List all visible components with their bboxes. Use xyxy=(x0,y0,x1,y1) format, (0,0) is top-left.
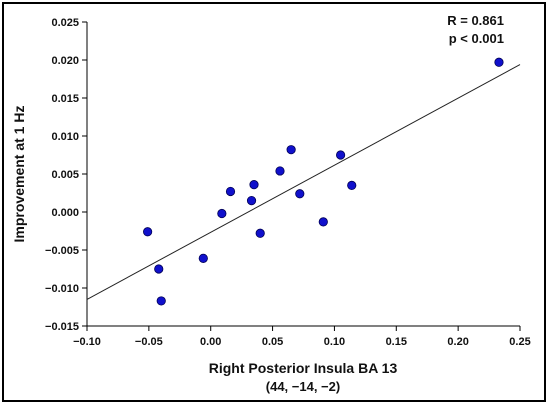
p-value-label: p < 0.001 xyxy=(449,31,504,46)
y-tick-label: 0.015 xyxy=(51,93,79,105)
data-point xyxy=(225,186,236,197)
data-point xyxy=(295,189,305,199)
x-tick-label: 0.15 xyxy=(386,336,407,348)
y-tick-label: 0.010 xyxy=(51,131,79,143)
x-ticks: −0.10 −0.05 0.00 0.05 0.10 0.15 0.20 0.25 xyxy=(73,326,531,348)
y-axis-title: Improvement at 1 Hz xyxy=(11,106,27,243)
data-point xyxy=(154,264,164,274)
x-tick-label: −0.10 xyxy=(73,336,101,348)
x-axis-title: Right Posterior Insula BA 13 xyxy=(209,360,398,376)
x-tick-label: 0.10 xyxy=(324,336,345,348)
data-point xyxy=(246,196,257,206)
axes xyxy=(86,22,520,327)
regression-line xyxy=(86,64,521,300)
data-point xyxy=(255,228,265,238)
x-tick-label: −0.05 xyxy=(135,336,163,348)
data-point xyxy=(318,217,328,227)
data-point xyxy=(347,180,357,190)
y-ticks: −0.015 −0.010 −0.005 0.000 0.005 0.010 0.015 0.… xyxy=(45,17,87,333)
data-point xyxy=(156,296,166,306)
data-point xyxy=(198,253,208,263)
y-tick-label: 0.005 xyxy=(51,169,79,181)
data-point xyxy=(286,145,296,155)
data-point xyxy=(143,227,153,237)
y-tick-label: −0.015 xyxy=(45,321,79,333)
fit-line xyxy=(86,64,521,300)
x-axis-subtitle: (44, −14, −2) xyxy=(266,379,340,394)
correlation-r-label: R = 0.861 xyxy=(447,13,504,28)
y-tick-label: 0.000 xyxy=(51,207,79,219)
x-tick-label: 0.20 xyxy=(447,336,468,348)
data-point xyxy=(249,180,259,190)
y-tick-label: 0.020 xyxy=(51,55,79,67)
y-tick-label: 0.025 xyxy=(51,17,79,29)
data-point xyxy=(494,57,504,67)
x-tick-label: 0.05 xyxy=(262,336,283,348)
data-points xyxy=(143,57,504,306)
y-tick-label: −0.010 xyxy=(45,283,79,295)
data-point xyxy=(217,208,227,219)
x-tick-label: 0.00 xyxy=(200,336,221,348)
data-point xyxy=(275,166,285,176)
data-point xyxy=(336,150,346,160)
chart-frame xyxy=(2,2,546,402)
y-tick-label: −0.005 xyxy=(45,245,79,257)
x-tick-label: 0.25 xyxy=(509,336,530,348)
